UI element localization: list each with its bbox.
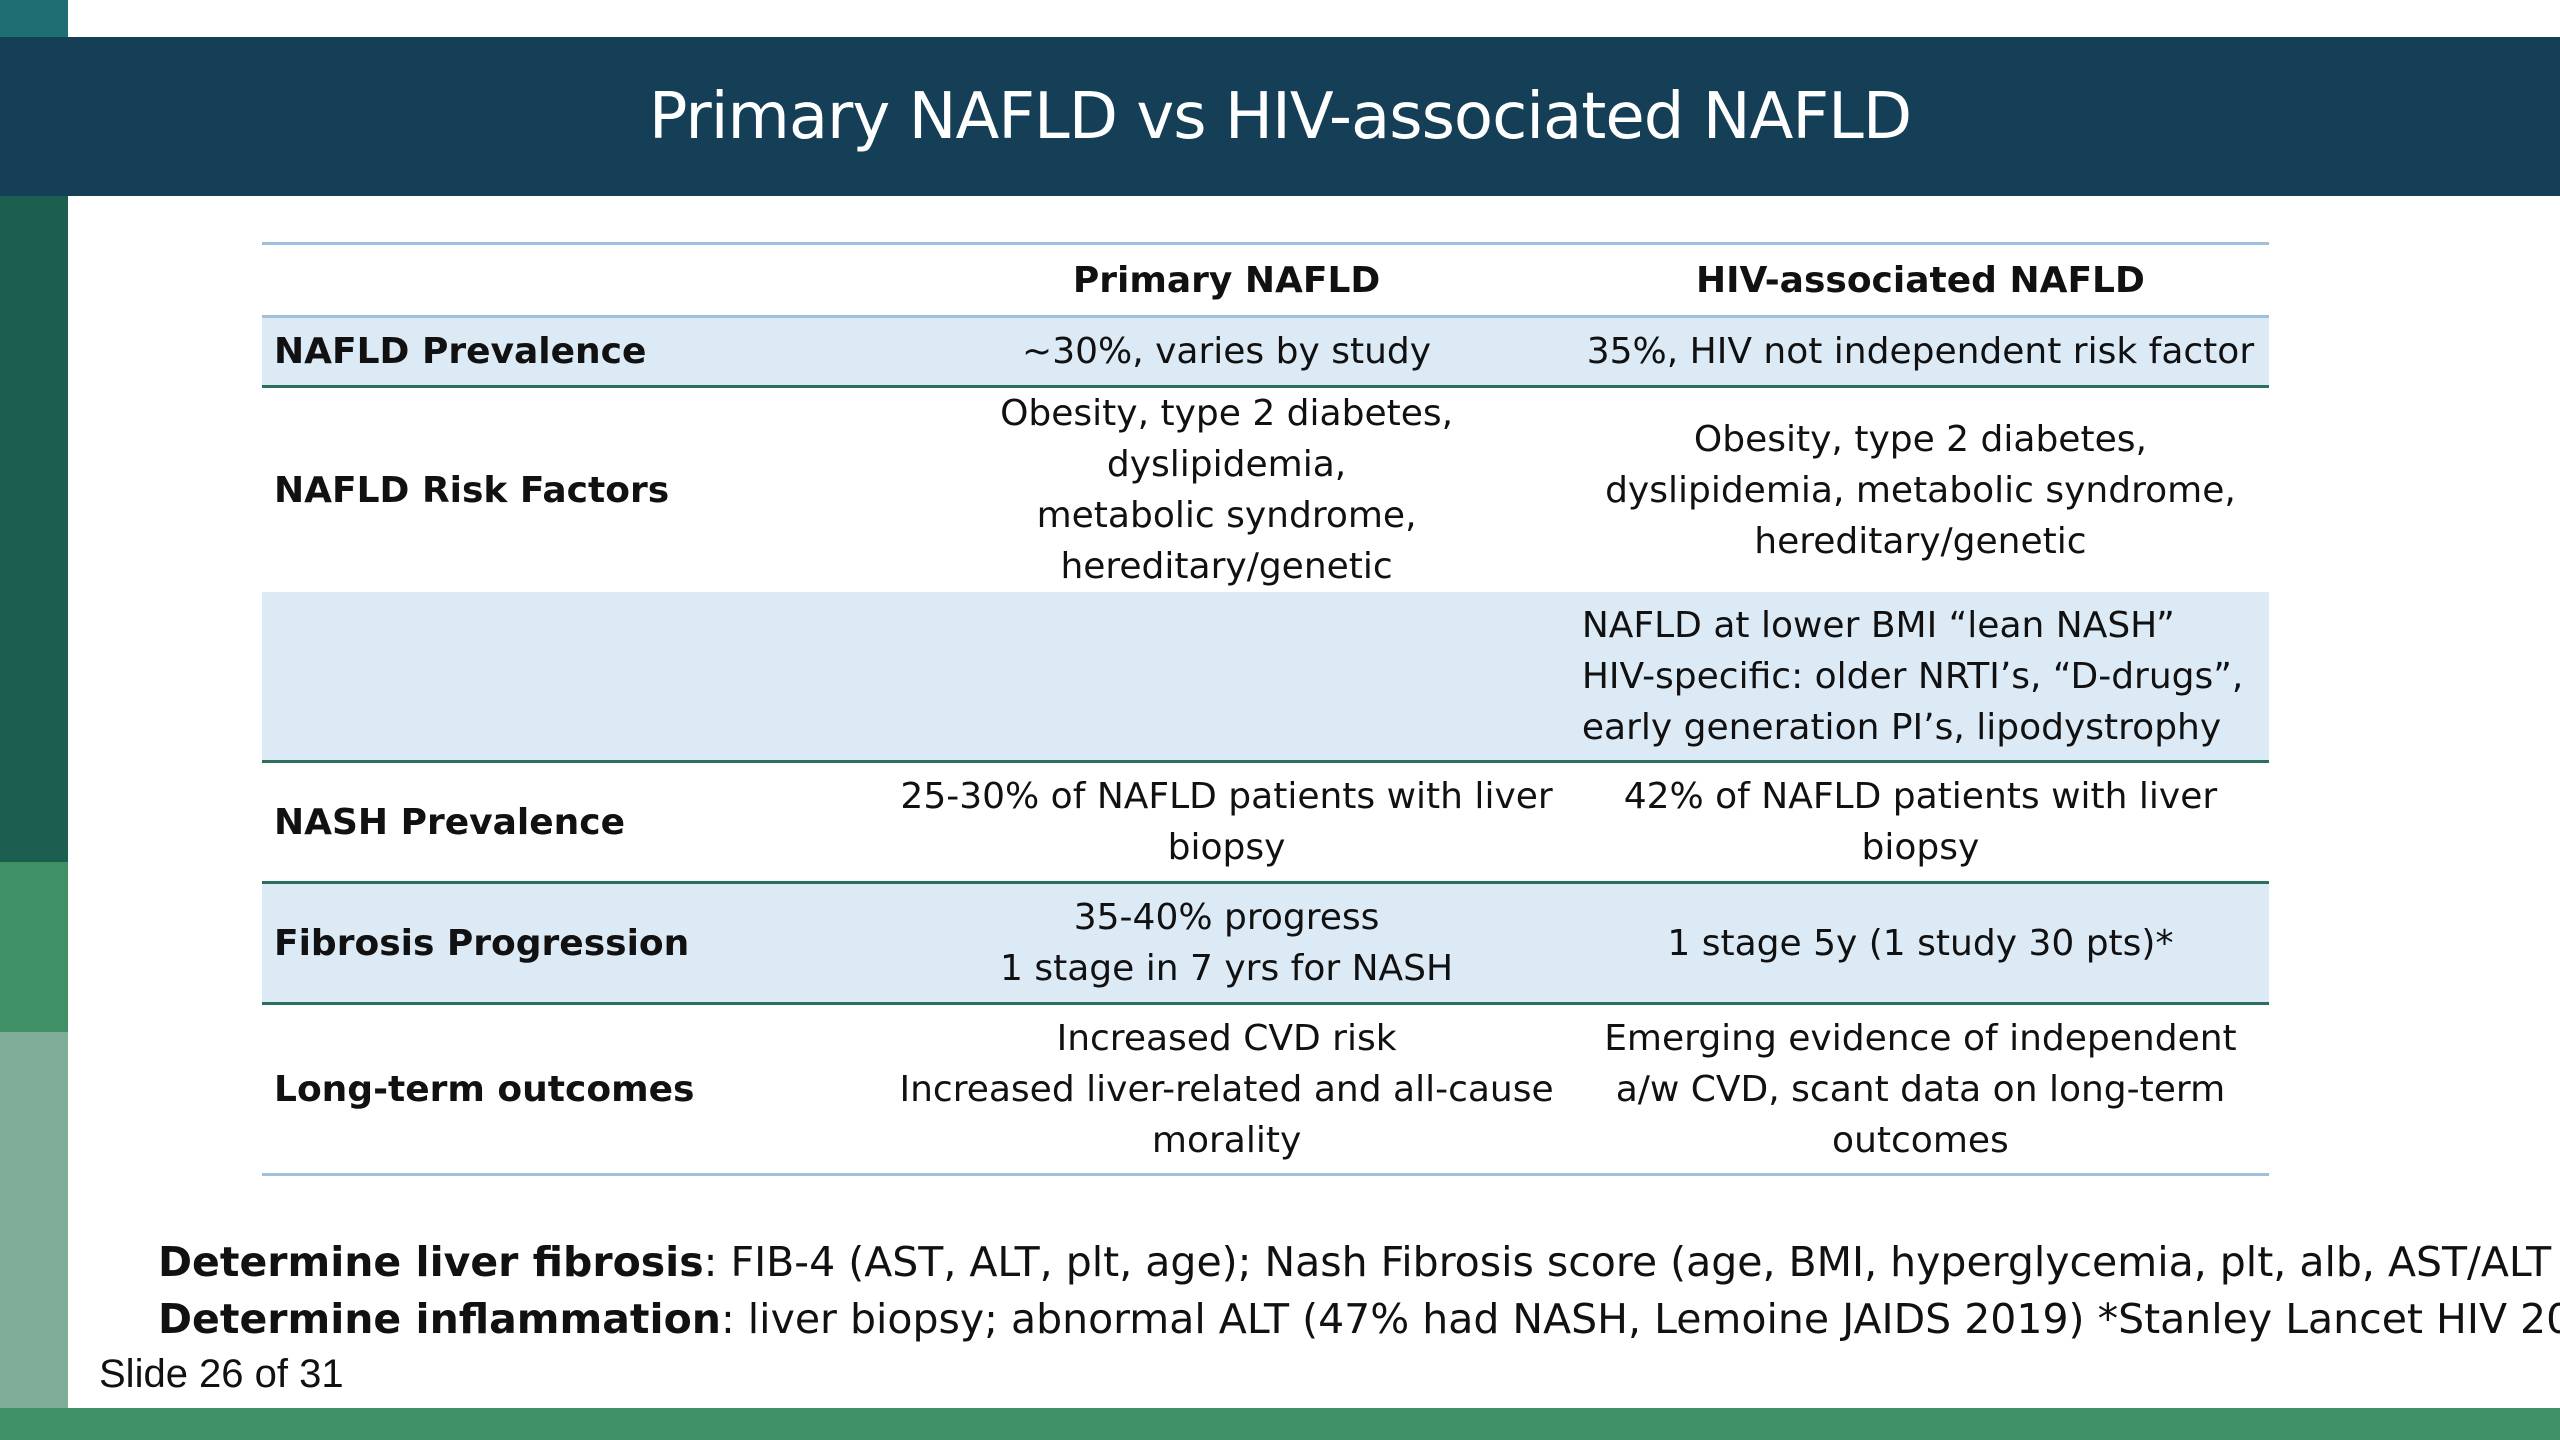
primary-cell: 25-30% of NAFLD patients with liver biop… (881, 761, 1572, 884)
cell-line: Increased CVD risk (1056, 1017, 1397, 1059)
primary-cell: Increased CVD risk Increased liver-relat… (881, 1003, 1572, 1176)
table-row: NASH Prevalence 25-30% of NAFLD patients… (262, 761, 2269, 884)
row-label: NAFLD Risk Factors (274, 469, 670, 511)
cell-line: metabolic syndrome, (1036, 495, 1417, 536)
cell-line: 1 stage 5y (1 study 30 pts)* (1667, 922, 2174, 964)
cell-line: 35-40% progress (1073, 897, 1380, 938)
row-label (262, 592, 882, 763)
primary-cell (881, 592, 1572, 763)
row-label: NASH Prevalence (262, 761, 882, 884)
footnote-inflammation-label: Determine inflammation (158, 1295, 721, 1343)
column-header-label (262, 242, 882, 318)
cell-line: 25-30% of NAFLD patients with liver (900, 776, 1553, 817)
cell-line: morality (1151, 1119, 1302, 1161)
left-accent-bar-dark (0, 196, 68, 862)
cell-line: early generation PI’s, lipodystrophy (1581, 706, 2222, 748)
left-accent-bar-light (0, 1032, 68, 1408)
footnote-fibrosis-label: Determine liver fibrosis (158, 1238, 704, 1286)
cell-line: 42% of NAFLD patients with liver (1623, 776, 2218, 817)
cell-line: ~30%, varies by study (1022, 331, 1432, 372)
cell-line: biopsy (1167, 827, 1286, 868)
hiv-cell: Emerging evidence of independent a/w CVD… (1571, 1003, 2269, 1176)
table-row: Long-term outcomes Increased CVD risk In… (262, 1003, 2269, 1176)
primary-cell: ~30%, varies by study (881, 316, 1572, 388)
footnote-fibrosis-text: : FIB-4 (AST, ALT, plt, age); Nash Fibro… (703, 1238, 2552, 1286)
slide-title: Primary NAFLD vs HIV-associated NAFLD (648, 79, 1912, 154)
hiv-cell: 1 stage 5y (1 study 30 pts)* (1571, 882, 2269, 1005)
primary-cell: 35-40% progress 1 stage in 7 yrs for NAS… (881, 882, 1572, 1005)
cell-line: hereditary/genetic (1754, 520, 2087, 562)
table-row: Fibrosis Progression 35-40% progress 1 s… (262, 882, 2269, 1005)
row-label: NAFLD Prevalence (262, 316, 882, 388)
comparison-table: Primary NAFLD HIV-associated NAFLD NAFLD… (262, 242, 2269, 1176)
slide-number: Slide 26 of 31 (99, 1352, 344, 1396)
cell-line: NAFLD at lower BMI “lean NASH” (1581, 604, 2175, 646)
footnote-inflammation: Determine inflammation: liver biopsy; ab… (158, 1291, 2560, 1348)
cell-line: Obesity, type 2 diabetes, (1693, 418, 2147, 460)
cell-line: hereditary/genetic (1060, 546, 1393, 587)
cell-line: Obesity, type 2 diabetes, dyslipidemia, (1000, 393, 1454, 485)
hiv-cell: 42% of NAFLD patients with liver biopsy (1571, 761, 2269, 884)
left-accent-bar-top (0, 0, 68, 37)
cell-line: 1 stage in 7 yrs for NASH (1000, 948, 1454, 989)
cell-line: a/w CVD, scant data on long-term (1615, 1068, 2226, 1110)
cell-line: dyslipidemia, metabolic syndrome, (1605, 469, 2236, 511)
cell-line: outcomes (1832, 1119, 2009, 1161)
cell-line: biopsy (1861, 827, 1980, 868)
table-row: NAFLD Risk Factors Obesity, type 2 diabe… (262, 387, 2269, 593)
left-accent-bar-mid (0, 862, 68, 1032)
footnote-inflammation-text: : liver biopsy; abnormal ALT (47% had NA… (720, 1295, 2560, 1343)
column-header-hiv: HIV-associated NAFLD (1571, 242, 2269, 318)
footnote-fibrosis: Determine liver fibrosis: FIB-4 (AST, AL… (158, 1234, 2560, 1291)
row-label: Long-term outcomes (262, 1003, 882, 1176)
title-band: Primary NAFLD vs HIV-associated NAFLD (0, 37, 2560, 196)
hiv-cell: Obesity, type 2 diabetes, dyslipidemia, … (1572, 387, 2269, 593)
cell-line: Emerging evidence of independent (1604, 1017, 2237, 1059)
hiv-cell: NAFLD at lower BMI “lean NASH” HIV-speci… (1571, 592, 2269, 763)
table-row: NAFLD Prevalence ~30%, varies by study 3… (262, 316, 2269, 388)
column-header-primary: Primary NAFLD (881, 242, 1572, 318)
row-label: Fibrosis Progression (262, 882, 882, 1005)
cell-line: 35%, HIV not independent risk factor (1586, 331, 2255, 372)
bottom-accent-band (0, 1408, 2560, 1440)
table-header-row: Primary NAFLD HIV-associated NAFLD (262, 242, 2269, 318)
cell-line: Increased liver-related and all-cause (899, 1068, 1554, 1110)
table-row: NAFLD at lower BMI “lean NASH” HIV-speci… (262, 592, 2269, 763)
primary-cell: Obesity, type 2 diabetes, dyslipidemia, … (881, 387, 1572, 593)
cell-line: HIV-specific: older NRTI’s, “D-drugs”, (1581, 655, 2244, 697)
hiv-cell: 35%, HIV not independent risk factor (1571, 316, 2269, 388)
footnotes: Determine liver fibrosis: FIB-4 (AST, AL… (158, 1234, 2560, 1348)
